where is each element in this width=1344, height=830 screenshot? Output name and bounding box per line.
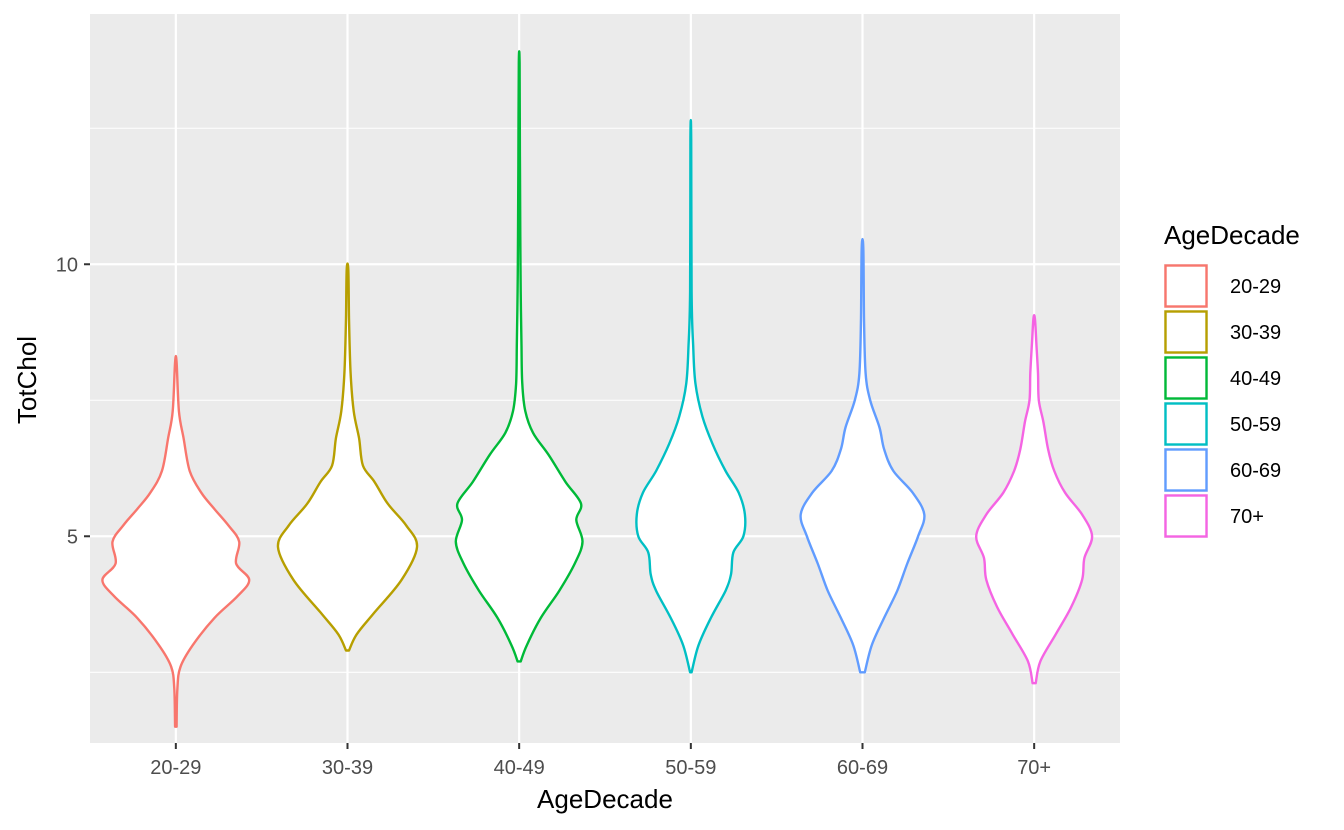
legend-swatch xyxy=(1164,310,1208,354)
y-axis-title: TotChol xyxy=(12,336,42,424)
x-axis-title: AgeDecade xyxy=(537,784,673,814)
plot-panel xyxy=(90,14,1120,743)
x-tick-label: 60-69 xyxy=(837,757,888,779)
legend-label: 40-49 xyxy=(1230,368,1281,390)
legend-label: 20-29 xyxy=(1230,276,1281,298)
violin-30-39 xyxy=(276,262,419,652)
violin-20-29 xyxy=(101,354,251,728)
x-tick-label: 70+ xyxy=(1017,757,1051,779)
legend-swatch xyxy=(1164,356,1208,400)
violin-layer xyxy=(101,50,1094,728)
violin-50-59 xyxy=(635,118,747,674)
axis-layer: 5 10 20-29 30-39 40-49 50-59 60-69 70+ xyxy=(56,254,1051,779)
violin-40-49 xyxy=(454,50,584,663)
x-tick-label: 50-59 xyxy=(665,757,716,779)
legend-label: 30-39 xyxy=(1230,322,1281,344)
legend-title: AgeDecade xyxy=(1164,220,1300,250)
legend-label: 60-69 xyxy=(1230,460,1281,482)
x-tick-label: 30-39 xyxy=(322,757,373,779)
x-tick-label: 40-49 xyxy=(494,757,545,779)
legend-label: 70+ xyxy=(1230,506,1264,528)
legend-label: 50-59 xyxy=(1230,414,1281,436)
legend-swatch xyxy=(1164,264,1208,308)
legend-swatch xyxy=(1164,448,1208,492)
legend-swatch xyxy=(1164,494,1208,538)
legend-swatch xyxy=(1164,402,1208,446)
y-tick-label: 10 xyxy=(56,254,78,276)
violin-60-69 xyxy=(799,237,926,674)
x-tick-label: 20-29 xyxy=(150,757,201,779)
y-tick-label: 5 xyxy=(67,526,78,548)
legend: AgeDecade 20-29 30-39 40-49 50-59 60-69 70+ xyxy=(1164,220,1300,538)
violin-70+ xyxy=(975,314,1094,685)
